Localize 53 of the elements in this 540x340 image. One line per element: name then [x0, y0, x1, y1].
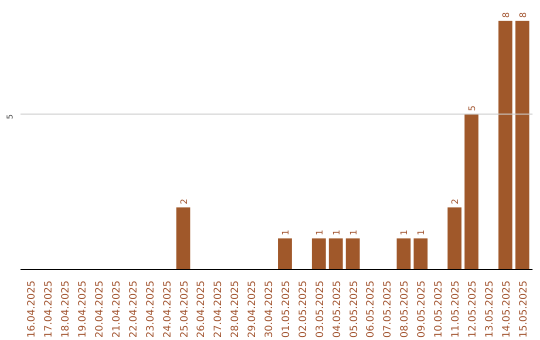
bar — [346, 238, 360, 270]
bar — [312, 238, 326, 270]
x-tick-label: 15.05.2025 — [518, 280, 530, 338]
x-tick-label: 10.05.2025 — [434, 280, 445, 338]
x-tick-label: 12.05.2025 — [467, 280, 478, 338]
x-tick-label: 21.04.2025 — [111, 280, 122, 338]
x-tick-label: 13.05.2025 — [484, 280, 496, 338]
data-label: 8 — [518, 12, 529, 18]
x-tick-label: 22.04.2025 — [128, 280, 140, 338]
x-tick-label: 17.04.2025 — [44, 280, 55, 338]
x-tick-label: 04.05.2025 — [332, 280, 343, 338]
x-tick-label: 03.05.2025 — [314, 280, 326, 338]
x-tick-label: 30.04.2025 — [264, 280, 276, 338]
x-tick-label: 07.05.2025 — [382, 280, 394, 338]
x-tick-label: 11.05.2025 — [450, 280, 462, 338]
x-tick-label: 16.04.2025 — [26, 280, 38, 338]
data-label: 1 — [281, 230, 292, 236]
x-tick-label: 02.05.2025 — [298, 280, 309, 338]
data-label: 5 — [468, 105, 478, 112]
x-tick-label: 26.04.2025 — [196, 280, 208, 338]
x-tick-label: 20.04.2025 — [94, 280, 106, 338]
x-tick-label: 27.04.2025 — [213, 280, 224, 338]
x-tick-label: 25.04.2025 — [179, 280, 190, 338]
x-tick-label: 06.05.2025 — [366, 280, 377, 338]
bar — [515, 20, 530, 270]
x-tick-label: 08.05.2025 — [400, 280, 411, 338]
bar — [396, 238, 411, 270]
x-tick-label: 29.04.2025 — [247, 280, 258, 338]
ref-line-label: 5 — [6, 114, 14, 120]
data-label: 2 — [451, 198, 462, 204]
data-label: 1 — [417, 230, 428, 236]
bar — [278, 238, 292, 270]
data-label: 1 — [332, 230, 342, 236]
x-tick-label: 01.05.2025 — [280, 280, 292, 338]
x-tick-label: 05.05.2025 — [348, 280, 360, 338]
x-tick-label: 23.04.2025 — [145, 280, 156, 338]
data-label: 1 — [349, 230, 360, 236]
x-tick-label: 28.04.2025 — [230, 280, 242, 338]
data-label: 1 — [400, 230, 410, 236]
bar — [464, 114, 478, 270]
data-label: 2 — [180, 198, 190, 204]
bar — [176, 207, 190, 270]
x-tick-label: 24.04.2025 — [162, 280, 174, 338]
x-tick-label: 19.04.2025 — [78, 280, 89, 338]
data-label: 1 — [315, 230, 326, 236]
x-tick-label: 09.05.2025 — [416, 280, 428, 338]
data-label: 8 — [502, 12, 512, 18]
bar — [328, 238, 343, 270]
bar — [498, 20, 512, 270]
x-tick-label: 18.04.2025 — [60, 280, 72, 338]
bar — [414, 238, 428, 270]
bar — [448, 207, 462, 270]
x-tick-label: 14.05.2025 — [501, 280, 512, 338]
